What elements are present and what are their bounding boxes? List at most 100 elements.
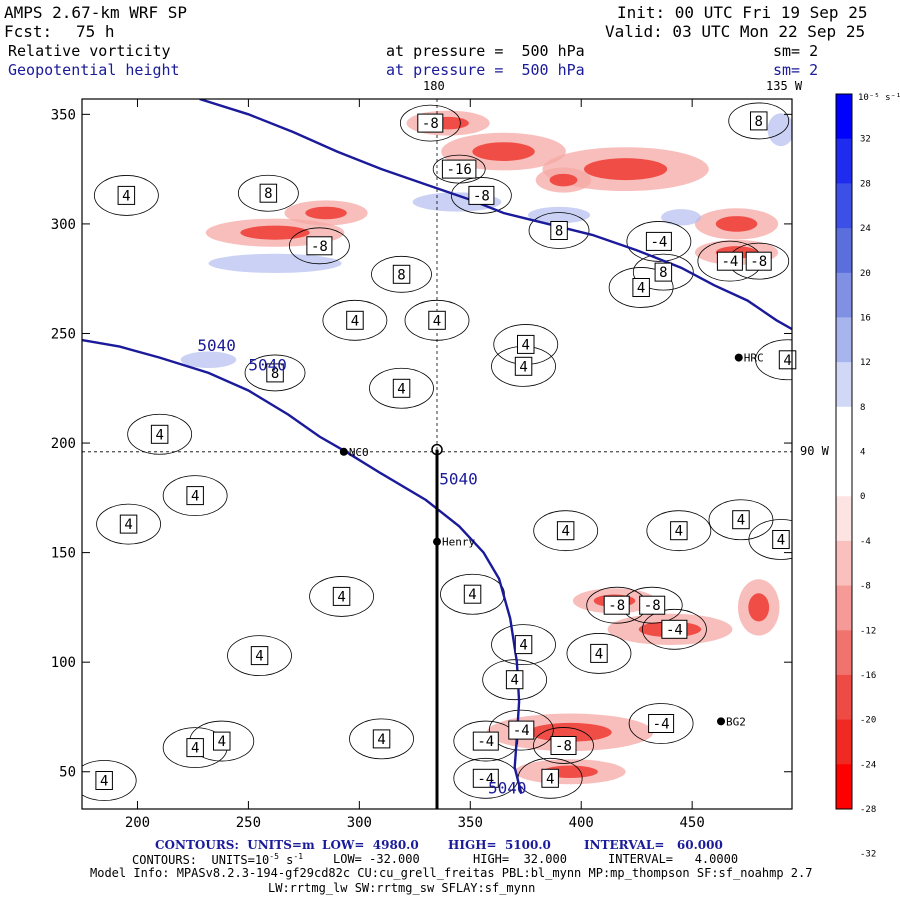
vorticity-label-box [772, 530, 790, 549]
strong-negative-vorticity-core [549, 173, 578, 187]
vorticity-label-box [119, 514, 138, 534]
vorticity-isoline [453, 720, 519, 762]
vorticity-label-box [550, 736, 577, 755]
vorticity-contour-label: 4 [675, 524, 683, 540]
vorticity-contour-label: 4 [155, 427, 163, 443]
vorticity-label-box [428, 310, 446, 330]
vorticity-isoline [127, 413, 193, 455]
y-tick-label: 100 [51, 655, 76, 671]
station-marker [433, 537, 441, 546]
height-contour-label: 5040 [439, 470, 478, 489]
vorticity-isoline [322, 299, 388, 341]
vorticity-isoline [450, 177, 512, 214]
strong-negative-vorticity-core [583, 158, 668, 181]
vorticity-isoline [642, 608, 707, 650]
meridian-label-135w: 135 W [766, 79, 803, 93]
vorticity-contour-label: -4 [653, 717, 670, 733]
vorticity-contour-label: -4 [721, 254, 738, 270]
vorticity-contour-label: -8 [644, 598, 661, 614]
vorticity-contour-label: 4 [522, 337, 530, 353]
field2-smoothing: sm= 2 [773, 61, 819, 79]
vorticity-contour-label: -4 [666, 622, 683, 638]
vorticity-contour-label: 4 [191, 489, 199, 505]
vorticity-label-box [716, 251, 743, 271]
vorticity-contours-interval: INTERVAL= 4.0000 [608, 852, 739, 866]
vorticity-label-box [441, 159, 477, 179]
y-tick-label: 350 [51, 107, 76, 123]
vorticity-contour-label: 4 [519, 359, 527, 375]
vorticity-label-box [186, 486, 204, 506]
positive-vorticity-patch [208, 253, 342, 273]
vorticity-contour-label: 4 [546, 771, 554, 787]
vorticity-contour-label: 4 [100, 774, 108, 790]
vorticity-label-box [346, 310, 364, 330]
strong-negative-vorticity-core [240, 225, 310, 240]
vorticity-contour-label: -4 [477, 771, 494, 787]
vorticity-isoline [237, 174, 299, 212]
vorticity-contour-label: -8 [555, 738, 572, 754]
vorticity-label-box [541, 768, 559, 788]
vorticity-isoline [93, 175, 159, 216]
vorticity-contour-label: 4 [377, 732, 385, 748]
vorticity-label-box [213, 731, 231, 751]
vorticity-label-box [392, 378, 411, 398]
vorticity-label-box [505, 670, 524, 690]
vorticity-contour-label: 4 [561, 524, 569, 540]
x-tick-label: 200 [125, 815, 150, 831]
vorticity-contour-label: 4 [519, 638, 527, 654]
vorticity-label-box [517, 334, 535, 354]
positive-vorticity-patch [527, 206, 591, 224]
vorticity-isoline [646, 510, 712, 552]
vorticity-contour-label: 4 [351, 313, 359, 329]
vorticity-isoline [755, 339, 792, 381]
height-contour-label: 5040 [488, 779, 527, 798]
plot-frame [81, 98, 793, 810]
vorticity-contour-label: 8 [555, 223, 563, 239]
vorticity-isoline [369, 367, 434, 409]
vorticity-label-box [670, 521, 688, 541]
vorticity-contour-label: -8 [422, 116, 439, 132]
strong-negative-vorticity-core [305, 206, 347, 220]
vorticity-isoline [162, 475, 228, 517]
vorticity-isoline [528, 212, 590, 249]
positive-vorticity-patch [767, 113, 792, 147]
vorticity-contour-label: -4 [513, 723, 530, 739]
vorticity-label-box [95, 771, 113, 790]
vorticity-label-box [632, 278, 650, 297]
vorticity-contour-label: -4 [477, 734, 494, 750]
vorticity-contour-label: -8 [608, 598, 625, 614]
vorticity-contour-label: 8 [271, 366, 279, 382]
vorticity-isoline [399, 104, 461, 142]
vorticity-label-box [372, 729, 391, 749]
vorticity-isoline [244, 354, 306, 392]
vorticity-label-box [648, 714, 675, 733]
vorticity-label-box [472, 731, 499, 751]
model-info: Model Info: MPASv8.2.3-194-gf29cd82c CU:… [90, 866, 813, 880]
vorticity-label-box [463, 584, 482, 604]
height-contour-label: 5040 [248, 356, 287, 375]
vorticity-contours-high: HIGH= 32.000 [473, 852, 567, 866]
vorticity-contour-label: 4 [397, 381, 405, 397]
forecast-label: Fcst: [4, 22, 53, 41]
field2-name: Geopotential height [8, 61, 180, 79]
meridian-label-180: 180 [423, 79, 445, 93]
x-tick-label: 450 [680, 815, 705, 831]
vorticity-label-box [661, 619, 688, 639]
vorticity-contour-label: 4 [124, 517, 132, 533]
vorticity-isoline [349, 718, 414, 760]
vorticity-label-box [266, 363, 284, 383]
strong-negative-vorticity-core [472, 142, 535, 161]
vorticity-isoline [227, 635, 292, 677]
vorticity-label-box [468, 185, 495, 205]
vorticity-contour-label: 4 [218, 734, 226, 750]
vorticity-contour-label: 8 [397, 267, 405, 283]
vorticity-label-box [514, 356, 533, 376]
station-label: Henry [442, 536, 475, 549]
vorticity-isoline [533, 510, 599, 552]
vorticity-label-box [150, 424, 169, 444]
vorticity-label-box [556, 521, 575, 541]
vorticity-contour-label: -8 [311, 239, 328, 255]
vorticity-isoline [491, 624, 556, 666]
vorticity-isoline [728, 102, 790, 140]
